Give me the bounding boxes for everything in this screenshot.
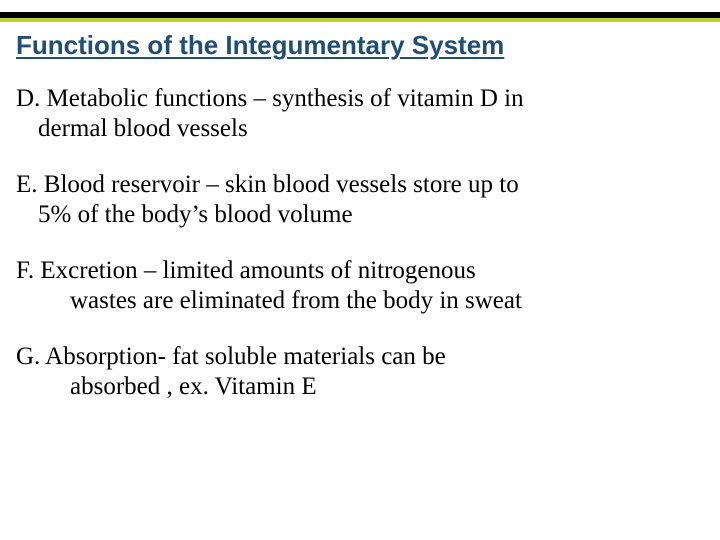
list-item: E. Blood reservoir – skin blood vessels … xyxy=(16,170,680,230)
list-item: F. Excretion – limited amounts of nitrog… xyxy=(16,256,680,316)
item-line: wastes are eliminated from the body in s… xyxy=(16,286,680,316)
slide-body: D. Metabolic functions – synthesis of vi… xyxy=(16,84,680,428)
item-line: F. Excretion – limited amounts of nitrog… xyxy=(16,256,680,286)
item-line: dermal blood vessels xyxy=(16,114,680,144)
item-line: 5% of the body’s blood volume xyxy=(16,200,680,230)
accent-bar xyxy=(0,18,720,22)
item-line: G. Absorption- fat soluble materials can… xyxy=(16,342,680,372)
item-line: D. Metabolic functions – synthesis of vi… xyxy=(16,84,680,114)
item-line: E. Blood reservoir – skin blood vessels … xyxy=(16,170,680,200)
slide-title: Functions of the Integumentary System xyxy=(16,30,504,61)
item-line: absorbed , ex. Vitamin E xyxy=(16,372,680,402)
list-item: D. Metabolic functions – synthesis of vi… xyxy=(16,84,680,144)
list-item: G. Absorption- fat soluble materials can… xyxy=(16,342,680,402)
slide: Functions of the Integumentary System D.… xyxy=(0,0,720,540)
